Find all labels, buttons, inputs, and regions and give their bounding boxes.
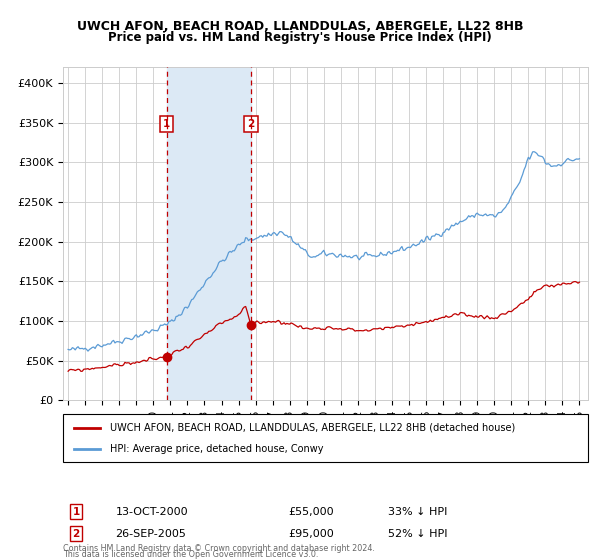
Text: £95,000: £95,000: [289, 529, 335, 539]
Text: UWCH AFON, BEACH ROAD, LLANDDULAS, ABERGELE, LL22 8HB (detached house): UWCH AFON, BEACH ROAD, LLANDDULAS, ABERG…: [110, 423, 515, 433]
Text: 13-OCT-2000: 13-OCT-2000: [115, 507, 188, 517]
Bar: [167, 67, 251, 400]
Text: 2: 2: [73, 529, 80, 539]
Text: £55,000: £55,000: [289, 507, 334, 517]
FancyBboxPatch shape: [63, 414, 588, 462]
Text: This data is licensed under the Open Government Licence v3.0.: This data is licensed under the Open Gov…: [63, 550, 319, 559]
Text: 2: 2: [247, 119, 255, 129]
Text: 33% ↓ HPI: 33% ↓ HPI: [389, 507, 448, 517]
Text: Price paid vs. HM Land Registry's House Price Index (HPI): Price paid vs. HM Land Registry's House …: [108, 31, 492, 44]
Text: 1: 1: [73, 507, 80, 517]
Text: 1: 1: [163, 119, 170, 129]
Text: 52% ↓ HPI: 52% ↓ HPI: [389, 529, 448, 539]
Text: UWCH AFON, BEACH ROAD, LLANDDULAS, ABERGELE, LL22 8HB: UWCH AFON, BEACH ROAD, LLANDDULAS, ABERG…: [77, 20, 523, 32]
Text: 26-SEP-2005: 26-SEP-2005: [115, 529, 187, 539]
Text: HPI: Average price, detached house, Conwy: HPI: Average price, detached house, Conw…: [110, 444, 324, 454]
Text: Contains HM Land Registry data © Crown copyright and database right 2024.: Contains HM Land Registry data © Crown c…: [63, 544, 375, 553]
